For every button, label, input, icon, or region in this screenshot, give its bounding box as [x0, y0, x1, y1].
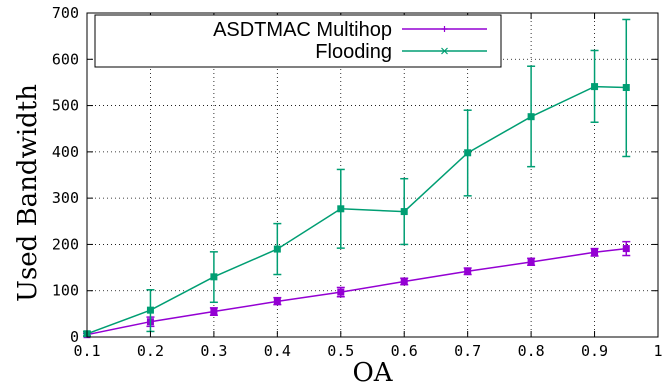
data-point: [464, 267, 472, 275]
legend-label: Flooding: [315, 41, 392, 63]
legend-marker: [441, 47, 448, 55]
legend-label: ASDTMAC Multihop: [213, 19, 392, 41]
y-tick-label: 500: [52, 97, 79, 115]
legend-marker: [441, 26, 448, 32]
x-tick-label: 1: [653, 342, 662, 360]
plot-area: [83, 18, 631, 339]
x-tick-label: 0.3: [200, 342, 227, 360]
x-tick-label: 0.7: [454, 342, 481, 360]
data-point: [146, 306, 154, 314]
y-axis-title: Used Bandwidth: [13, 84, 43, 302]
x-tick-label: 0.5: [327, 342, 354, 360]
data-point: [337, 288, 345, 296]
data-point: [337, 205, 345, 213]
data-point: [210, 273, 218, 281]
x-tick-label: 0.4: [264, 342, 291, 360]
data-point: [400, 277, 408, 285]
y-tick-label: 400: [52, 143, 79, 161]
data-point: [400, 208, 408, 216]
data-point: [527, 113, 535, 121]
data-point: [591, 248, 599, 256]
y-tick-label: 200: [52, 235, 79, 253]
data-point: [210, 308, 218, 316]
series-line: [86, 85, 627, 335]
y-tick-label: 100: [52, 282, 79, 300]
plot-frame: [86, 12, 659, 338]
data-point: [622, 84, 630, 92]
data-point: [273, 297, 281, 305]
y-tick-label: 0: [70, 328, 79, 346]
x-tick-label: 0.8: [518, 342, 545, 360]
x-tick-label: 0.1: [73, 342, 100, 360]
data-point: [464, 149, 472, 157]
data-point: [527, 258, 535, 266]
data-point: [591, 83, 599, 91]
y-tick-label: 600: [52, 50, 79, 68]
y-tick-label: 700: [52, 4, 79, 22]
legend-box: [94, 14, 502, 68]
x-tick-label: 0.9: [581, 342, 608, 360]
series-line: [86, 247, 627, 336]
y-tick-label: 300: [52, 189, 79, 207]
axes: 0 100 200 300 400 500 600 700 0.1 0.2 0.3 0.4 0.5 0.6…: [52, 4, 663, 360]
x-tick-label: 0.2: [137, 342, 164, 360]
x-tick-label: 0.6: [391, 342, 418, 360]
series-0: [83, 240, 631, 339]
data-point: [622, 245, 630, 253]
x-axis-title: OA: [352, 358, 393, 385]
data-point: [273, 245, 281, 253]
